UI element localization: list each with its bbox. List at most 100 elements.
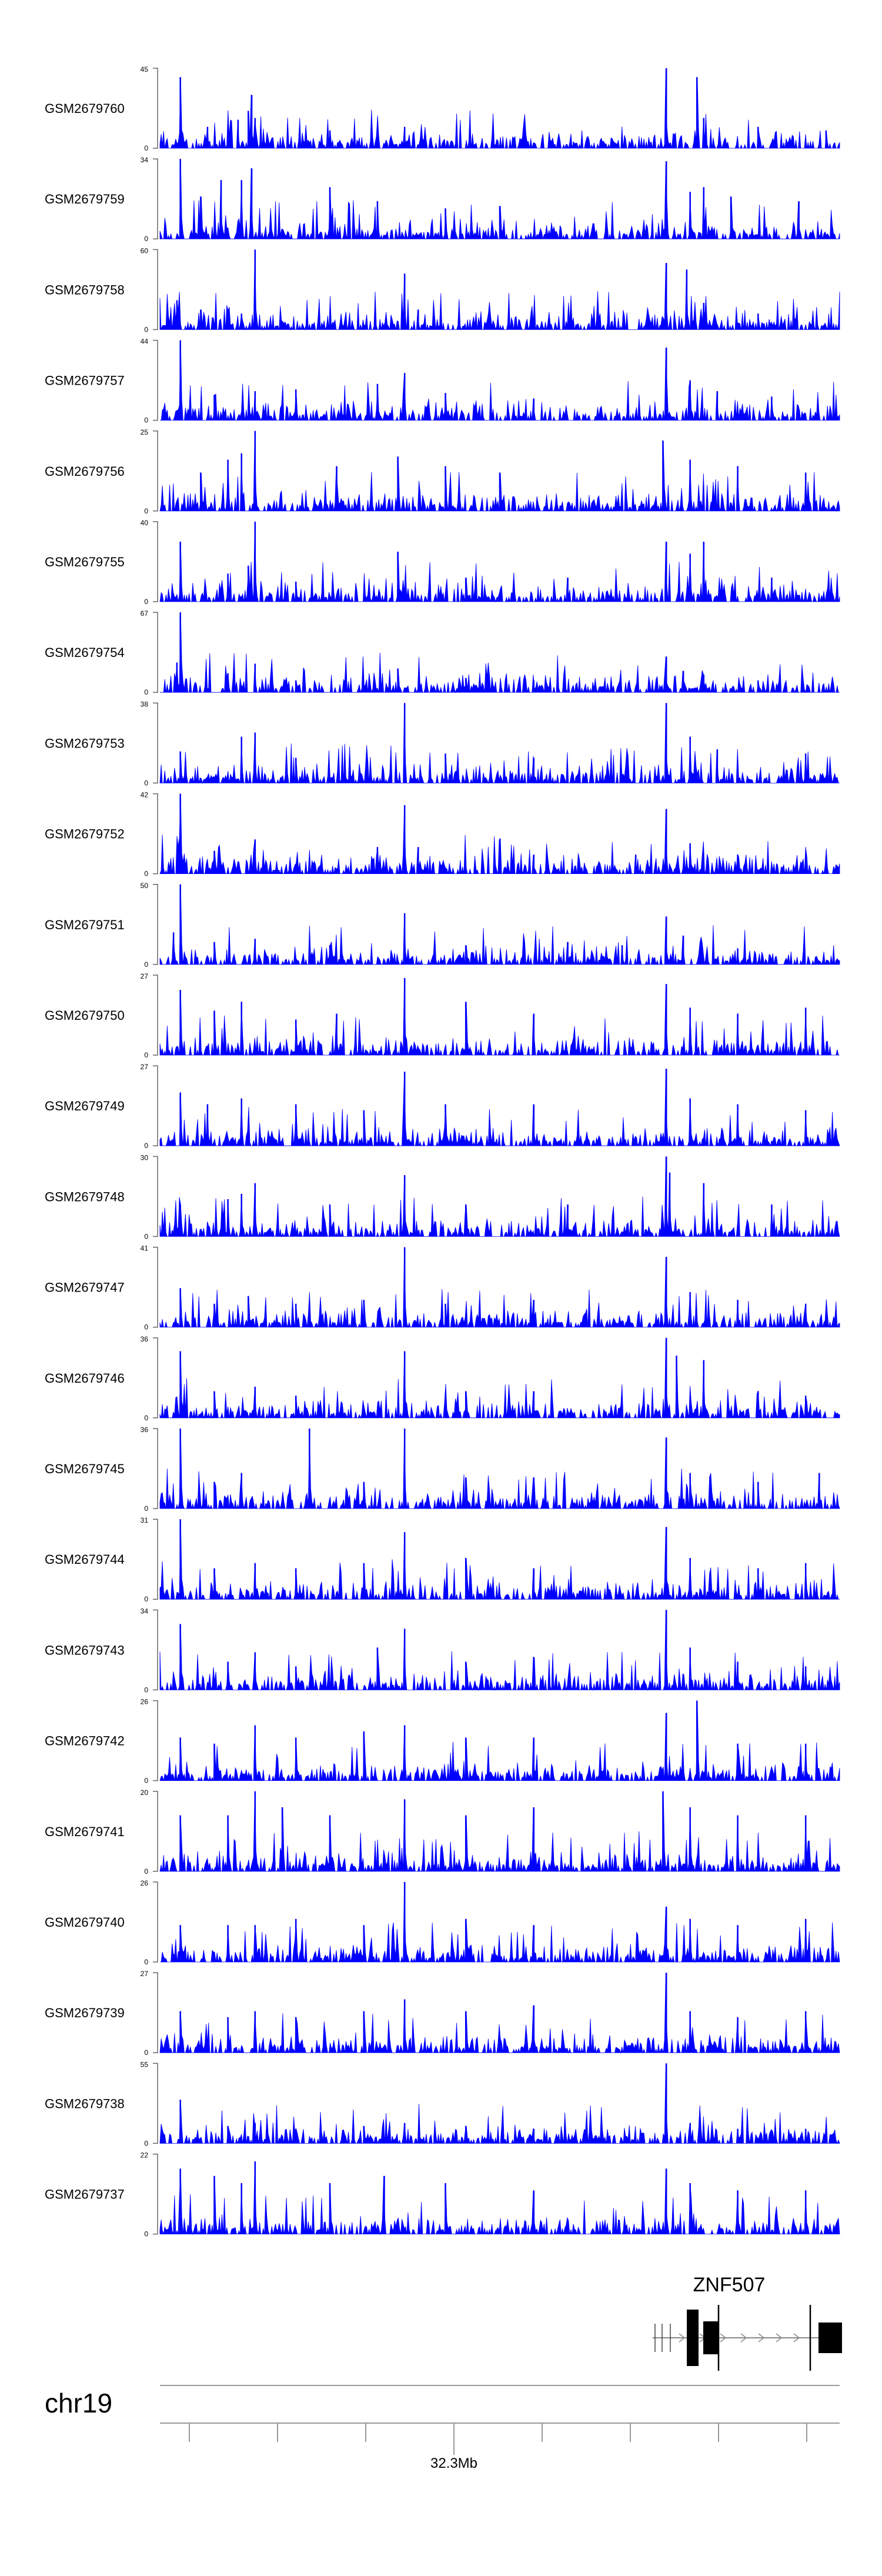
y-min-label: 0 (144, 416, 148, 425)
y-max-label: 26 (141, 1698, 149, 1706)
track-label: GSM2679741 (45, 1824, 125, 1839)
y-max-label: 27 (141, 972, 149, 980)
y-axis (153, 2063, 158, 2144)
y-axis (153, 1700, 158, 1781)
y-max-label: 40 (141, 519, 149, 527)
y-max-label: 20 (141, 1788, 149, 1797)
x-tick-label: 32.3Mb (430, 2455, 477, 2471)
coverage-area (160, 340, 840, 422)
track-label: GSM2679750 (45, 1008, 125, 1023)
y-max-label: 42 (141, 791, 149, 799)
coverage-area (159, 793, 840, 875)
y-min-label: 0 (144, 1232, 148, 1240)
y-min-label: 0 (144, 1958, 148, 1966)
y-axis (153, 68, 158, 149)
y-max-label: 55 (141, 2060, 149, 2068)
track-GSM2679753: GSM2679753 38 0 (45, 700, 840, 787)
track-GSM2679745: GSM2679745 36 0 (45, 1426, 840, 1513)
y-max-label: 31 (141, 1516, 149, 1524)
exon-block (687, 2310, 699, 2366)
track-GSM2679742: GSM2679742 26 0 (45, 1698, 840, 1785)
track-label: GSM2679754 (45, 645, 125, 660)
track-label: GSM2679746 (45, 1371, 125, 1386)
y-min-label: 0 (144, 1595, 148, 1603)
track-label: GSM2679744 (45, 1552, 125, 1567)
track-GSM2679756: GSM2679756 25 0 (45, 428, 840, 515)
y-max-label: 60 (141, 246, 149, 255)
track-GSM2679739: GSM2679739 27 0 (45, 1970, 840, 2057)
track-label: GSM2679738 (45, 2096, 125, 2111)
y-axis (153, 521, 158, 602)
coverage-area (159, 1519, 840, 1600)
track-label: GSM2679747 (45, 1280, 125, 1295)
track-label: GSM2679758 (45, 282, 125, 297)
y-min-label: 0 (144, 870, 148, 878)
y-axis (153, 158, 158, 239)
track-label: GSM2679755 (45, 555, 125, 569)
y-min-label: 0 (144, 1414, 148, 1422)
track-GSM2679752: GSM2679752 42 0 (45, 791, 840, 878)
exon-block (703, 2321, 719, 2354)
y-max-label: 38 (141, 700, 149, 708)
y-axis (153, 1519, 158, 1600)
y-axis (153, 1337, 158, 1419)
coverage-area (159, 1156, 840, 1237)
exon-block (818, 2323, 842, 2353)
y-min-label: 0 (144, 235, 148, 243)
y-min-label: 0 (144, 960, 148, 969)
y-max-label: 27 (141, 1970, 149, 1978)
track-GSM2679743: GSM2679743 34 0 (45, 1607, 840, 1694)
track-GSM2679737: GSM2679737 22 0 (45, 2151, 840, 2238)
y-min-label: 0 (144, 1504, 148, 1513)
track-GSM2679738: GSM2679738 55 0 (45, 2060, 840, 2147)
coverage-area (159, 1700, 840, 1782)
y-axis (153, 1246, 158, 1328)
track-GSM2679754: GSM2679754 67 0 (45, 609, 840, 696)
track-GSM2679751: GSM2679751 50 0 (45, 882, 840, 969)
y-axis (153, 249, 158, 331)
coverage-area (159, 1247, 840, 1329)
coverage-tracks: GSM2679760450GSM2679759340GSM2679758600G… (45, 65, 840, 2238)
y-max-label: 26 (141, 1879, 149, 1887)
track-GSM2679755: GSM2679755 40 0 (45, 519, 840, 606)
coverage-area (160, 612, 840, 693)
y-axis (153, 1156, 158, 1237)
strand-arrow (758, 2333, 765, 2343)
track-GSM2679744: GSM2679744 31 0 (45, 1516, 840, 1603)
strand-arrow (740, 2333, 747, 2343)
y-max-label: 36 (141, 1426, 149, 1434)
y-max-label: 34 (141, 1607, 149, 1615)
track-GSM2679759: GSM2679759 34 0 (45, 156, 840, 243)
track-GSM2679749: GSM2679749 27 0 (45, 1063, 840, 1150)
track-label: GSM2679743 (45, 1643, 125, 1657)
track-GSM2679740: GSM2679740 26 0 (45, 1879, 840, 1966)
y-min-label: 0 (144, 2139, 148, 2147)
y-max-label: 30 (141, 1153, 149, 1162)
coverage-area (159, 1069, 840, 1147)
y-axis (153, 1428, 158, 1509)
y-min-label: 0 (144, 144, 148, 152)
y-axis (153, 702, 158, 784)
track-label: GSM2679737 (45, 2187, 125, 2202)
track-label: GSM2679739 (45, 2006, 125, 2020)
y-min-label: 0 (144, 1867, 148, 1876)
y-min-label: 0 (144, 779, 148, 787)
chromosome-label: chr19 (45, 2388, 112, 2418)
track-GSM2679758: GSM2679758 60 0 (45, 246, 840, 333)
y-axis (153, 884, 158, 965)
y-axis (153, 1972, 158, 2053)
y-axis (153, 793, 158, 875)
coverage-area (159, 703, 840, 784)
coverage-area (159, 68, 840, 149)
y-min-label: 0 (144, 2230, 148, 2238)
track-label: GSM2679749 (45, 1099, 125, 1113)
track-label: GSM2679756 (45, 464, 125, 479)
y-min-label: 0 (144, 1142, 148, 1150)
track-label: GSM2679740 (45, 1915, 125, 1930)
track-label: GSM2679760 (45, 101, 125, 116)
track-GSM2679741: GSM2679741 20 0 (45, 1788, 840, 1876)
track-label: GSM2679757 (45, 373, 125, 388)
y-max-label: 45 (141, 65, 149, 74)
track-GSM2679757: GSM2679757 44 0 (45, 338, 840, 425)
y-min-label: 0 (144, 598, 148, 606)
